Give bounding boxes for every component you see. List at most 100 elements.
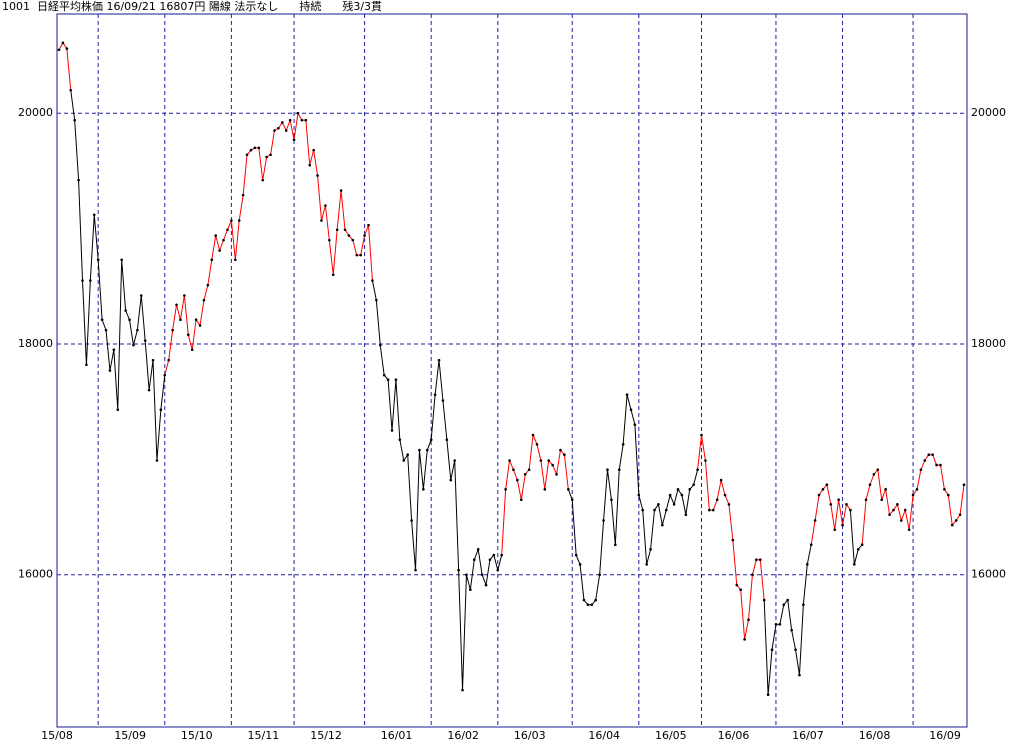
x-tick-label: 16/08 xyxy=(859,729,891,742)
price-dot xyxy=(281,121,284,124)
price-dot xyxy=(343,228,347,232)
price-dot xyxy=(766,693,770,696)
price-dot xyxy=(253,146,257,150)
x-tick-label: 16/04 xyxy=(588,729,620,742)
price-dot xyxy=(300,118,304,122)
price-dot xyxy=(903,508,907,512)
price-dot xyxy=(876,468,880,472)
price-dot xyxy=(543,488,547,491)
price-dot xyxy=(884,488,887,491)
price-dot xyxy=(692,483,695,487)
y-tick-label-right: 20000 xyxy=(971,106,1006,119)
price-line xyxy=(810,483,851,545)
price-dot xyxy=(915,488,919,491)
x-tick-label: 15/12 xyxy=(310,729,342,742)
price-dot xyxy=(774,623,778,626)
price-dot xyxy=(198,324,202,327)
price-dot xyxy=(284,129,288,132)
price-dot xyxy=(143,339,147,342)
price-dot xyxy=(226,228,229,232)
price-dot xyxy=(331,273,335,277)
y-tick-label: 16000 xyxy=(18,568,53,581)
price-dot xyxy=(465,573,468,577)
price-dot xyxy=(939,463,942,467)
plot-frame xyxy=(56,13,968,728)
price-dot xyxy=(809,543,813,547)
price-dot xyxy=(320,219,323,222)
price-dot xyxy=(116,408,120,412)
y-tick-label: 18000 xyxy=(18,337,53,350)
price-dot xyxy=(563,453,566,457)
price-dot xyxy=(73,118,76,122)
price-dot xyxy=(641,508,645,512)
price-dot xyxy=(907,528,911,532)
price-dot xyxy=(414,568,417,572)
price-dot xyxy=(711,508,715,512)
x-tick-label: 16/03 xyxy=(514,729,546,742)
price-dot xyxy=(214,234,218,237)
price-dot xyxy=(516,478,519,482)
price-dot xyxy=(382,373,386,377)
price-dot xyxy=(849,508,852,512)
price-dot xyxy=(339,189,343,192)
price-dot xyxy=(257,146,261,150)
price-dot xyxy=(919,468,923,472)
price-dot xyxy=(704,459,707,462)
price-dot xyxy=(202,298,206,302)
price-dot xyxy=(817,493,821,497)
price-dot xyxy=(574,553,578,557)
price-dot xyxy=(696,468,699,472)
price-dot xyxy=(833,528,837,532)
price-dot xyxy=(837,498,840,502)
price-dot xyxy=(312,148,315,152)
price-dot xyxy=(378,343,382,347)
price-dot xyxy=(943,488,946,491)
price-dot xyxy=(167,358,170,362)
price-dot xyxy=(261,178,265,182)
price-dot xyxy=(316,174,319,177)
price-dot xyxy=(108,369,112,372)
price-dot xyxy=(782,603,786,607)
price-dot xyxy=(825,483,829,487)
price-dot xyxy=(731,538,735,542)
price-dot xyxy=(860,543,864,547)
price-dot xyxy=(649,548,652,551)
price-dot xyxy=(735,583,739,587)
price-dot xyxy=(935,463,938,467)
price-dot xyxy=(104,328,108,332)
price-dot xyxy=(304,118,308,122)
price-dot xyxy=(755,558,758,562)
price-dot xyxy=(147,388,151,392)
price-dot xyxy=(911,493,915,497)
price-dot xyxy=(429,438,433,442)
price-dot xyxy=(676,488,680,491)
price-dot xyxy=(425,448,429,452)
price-dot xyxy=(590,603,594,607)
price-dot xyxy=(715,498,719,502)
price-dot xyxy=(829,503,833,506)
price-dot xyxy=(245,153,249,157)
price-dot xyxy=(582,598,586,602)
price-dot xyxy=(770,648,774,652)
price-dot xyxy=(269,153,272,157)
price-dot xyxy=(531,433,535,437)
price-dot xyxy=(954,519,958,522)
price-dot xyxy=(629,408,633,412)
price-dot xyxy=(853,563,856,566)
price-dot xyxy=(519,498,523,502)
price-dot xyxy=(112,348,116,352)
price-dot xyxy=(578,563,582,566)
price-dot xyxy=(394,378,398,382)
price-dot xyxy=(625,393,629,397)
price-dot xyxy=(422,488,425,491)
price-dot xyxy=(508,459,511,462)
price-dot xyxy=(186,333,190,337)
price-dot xyxy=(602,519,605,522)
price-dot xyxy=(85,363,88,367)
price-dot xyxy=(484,583,488,587)
price-dot xyxy=(684,513,688,517)
price-dot xyxy=(962,483,966,487)
price-dot xyxy=(249,148,253,152)
y-tick-label: 20000 xyxy=(18,106,53,119)
